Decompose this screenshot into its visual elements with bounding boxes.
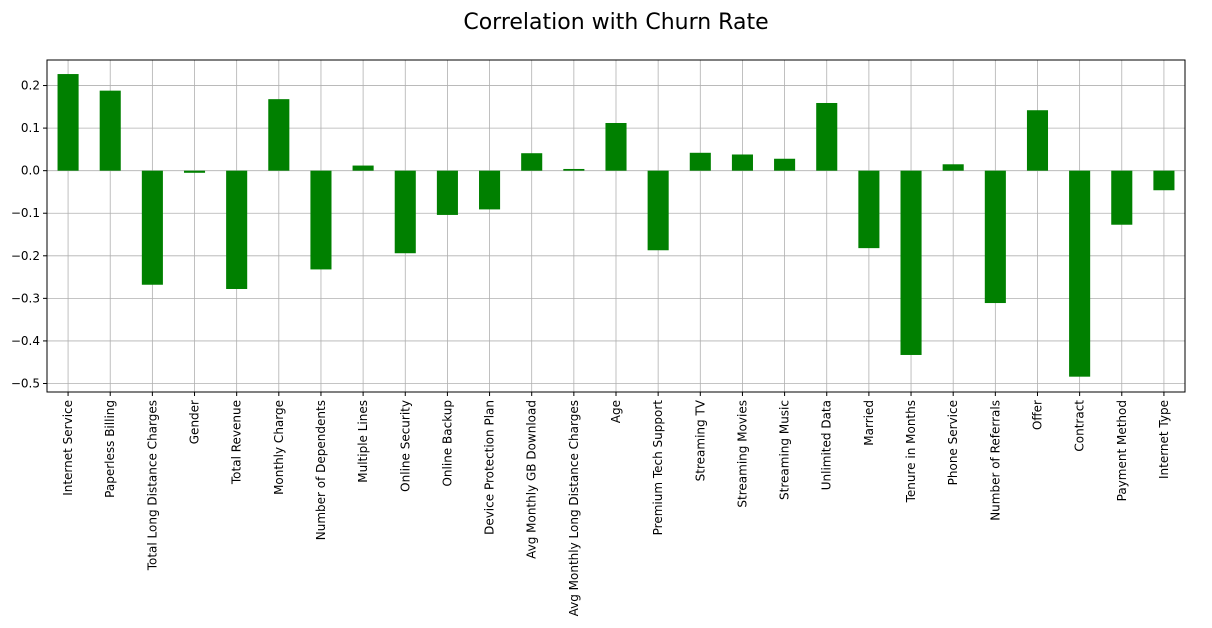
bar: [942, 164, 964, 171]
y-tick-label: −0.4: [11, 334, 40, 348]
x-tick-label: Age: [609, 400, 623, 423]
x-tick-label: Internet Service: [61, 400, 75, 496]
x-tick-label: Online Backup: [440, 400, 454, 487]
x-tick-label: Internet Type: [1157, 400, 1171, 479]
bar: [689, 152, 711, 171]
y-tick-label: 0.0: [21, 164, 40, 178]
bar: [774, 158, 796, 171]
chart-title: Correlation with Churn Rate: [463, 10, 769, 35]
bar: [226, 170, 248, 289]
bar: [984, 170, 1006, 304]
bar: [479, 170, 501, 210]
bar: [1111, 170, 1133, 225]
bar: [900, 170, 922, 355]
bar: [57, 74, 79, 171]
x-tick-label: Avg Monthly GB Download: [525, 400, 539, 559]
bar: [268, 99, 290, 171]
bar: [99, 90, 121, 171]
bar: [141, 170, 163, 285]
bar: [647, 170, 669, 251]
x-tick-label: Tenure in Months: [904, 400, 918, 503]
x-tick-label: Online Security: [398, 400, 412, 492]
x-tick-label: Paperless Billing: [103, 400, 117, 498]
y-tick-label: −0.2: [11, 249, 40, 263]
bar: [605, 122, 627, 171]
bar: [394, 170, 416, 254]
x-tick-label: Streaming Music: [778, 400, 792, 500]
x-tick-label: Contract: [1073, 400, 1087, 452]
x-tick-label: Total Revenue: [230, 400, 244, 485]
bar: [858, 170, 880, 249]
bar: [731, 154, 753, 171]
y-tick-label: 0.1: [21, 121, 40, 135]
bar: [1026, 110, 1049, 171]
x-tick-label: Payment Method: [1115, 400, 1129, 501]
bar: [816, 102, 838, 171]
bar: [563, 168, 585, 171]
x-tick-label: Phone Service: [946, 400, 960, 485]
x-tick-label: Number of Referrals: [988, 400, 1002, 521]
bar: [521, 153, 543, 171]
bar: [352, 165, 374, 171]
x-tick-label: Streaming TV: [693, 399, 707, 481]
x-tick-label: Offer: [1030, 400, 1044, 430]
bars: [57, 74, 1175, 377]
x-tick-label: Unlimited Data: [820, 400, 834, 490]
x-axis: Internet Service Paperless Billing Total L…: [61, 392, 1171, 616]
x-tick-label: Gender: [188, 400, 202, 444]
grid-lines: [47, 60, 1185, 392]
y-axis: 0.2 0.1 0.0 −0.1 −0.2 −0.3 −0.4 −0.5: [11, 79, 47, 390]
x-tick-label: Married: [862, 400, 876, 446]
bar: [183, 170, 206, 173]
bar: [310, 170, 332, 270]
bar: [436, 170, 458, 215]
x-tick-label: Total Long Distance Charges: [145, 400, 159, 571]
x-tick-label: Avg Monthly Long Distance Charges: [567, 400, 581, 616]
x-tick-label: Premium Tech Support: [651, 400, 665, 536]
x-tick-label: Monthly Charge: [272, 400, 286, 495]
x-tick-label: Streaming Movies: [735, 400, 749, 508]
y-tick-label: −0.5: [11, 376, 40, 390]
y-tick-label: −0.3: [11, 291, 40, 305]
y-tick-label: 0.2: [21, 79, 40, 93]
x-tick-label: Multiple Lines: [356, 400, 370, 483]
y-tick-label: −0.1: [11, 206, 40, 220]
bar: [1069, 170, 1091, 377]
bar: [1153, 170, 1175, 191]
x-tick-label: Number of Dependents: [314, 400, 328, 540]
x-tick-label: Device Protection Plan: [483, 400, 497, 535]
